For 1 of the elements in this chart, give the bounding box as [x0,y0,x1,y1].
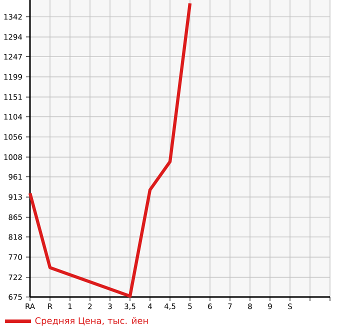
legend-label: Средняя Цена, тыс. йен [35,317,148,326]
